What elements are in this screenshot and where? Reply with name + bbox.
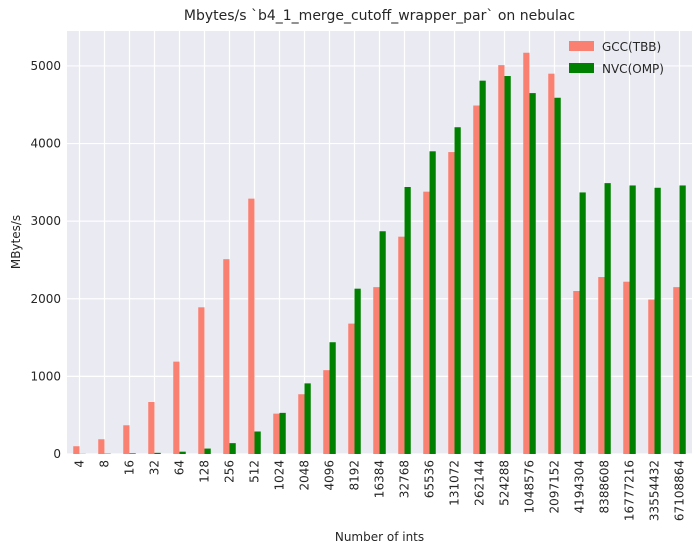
legend-label-nvc-omp: NVC(OMP) [602, 62, 664, 76]
x-tick-label: 32 [148, 460, 162, 475]
x-tick-label: 32768 [398, 460, 412, 498]
bar-gcc-tbb [573, 291, 580, 454]
bar-nvc-omp [354, 288, 361, 454]
bar-gcc-tbb [348, 323, 355, 454]
bar-nvc-omp [254, 431, 261, 454]
y-axis-label: MBytes/s [9, 215, 23, 269]
x-tick-label: 2048 [298, 460, 312, 491]
x-tick-label: 8 [98, 460, 112, 468]
bar-gcc-tbb [648, 299, 655, 454]
legend-swatch-gcc-tbb [569, 41, 594, 51]
y-tick-label: 1000 [30, 369, 61, 383]
bar-nvc-omp [279, 412, 286, 454]
bar-nvc-omp [654, 187, 661, 454]
bar-nvc-omp [179, 451, 186, 454]
legend-label-gcc-tbb: GCC(TBB) [602, 40, 661, 54]
bar-gcc-tbb [173, 361, 180, 454]
bar-gcc-tbb [323, 370, 330, 454]
bar-nvc-omp [379, 231, 386, 454]
x-tick-label: 1024 [273, 460, 287, 491]
bar-nvc-omp [679, 185, 686, 454]
x-tick-label: 67108864 [673, 460, 687, 521]
bar-nvc-omp [404, 187, 411, 455]
bar-gcc-tbb [498, 65, 505, 455]
x-tick-label: 4096 [323, 460, 337, 491]
bar-gcc-tbb [298, 394, 305, 454]
legend-swatch-nvc-omp [569, 63, 594, 73]
bar-gcc-tbb [373, 287, 380, 454]
bar-nvc-omp [529, 93, 536, 455]
bar-gcc-tbb [148, 401, 155, 454]
x-tick-label: 16777216 [623, 460, 637, 521]
x-axis: 4 8 16 32 64 128 256 512 1024 2048 4096 8192 16384 32… [73, 460, 687, 521]
x-tick-label: 16384 [373, 460, 387, 498]
x-tick-label: 33554432 [648, 460, 662, 521]
bar-nvc-omp [479, 80, 486, 454]
x-tick-label: 65536 [423, 460, 437, 498]
bar-nvc-omp [154, 452, 161, 454]
y-tick-label: 3000 [30, 214, 61, 228]
x-axis-label: Number of ints [335, 530, 424, 544]
y-tick-label: 5000 [30, 59, 61, 73]
x-tick-label: 16 [123, 460, 137, 475]
x-tick-label: 1048576 [523, 460, 537, 513]
bar-gcc-tbb [473, 105, 480, 454]
bar-gcc-tbb [273, 413, 280, 454]
bar-nvc-omp [429, 151, 436, 455]
bar-gcc-tbb [598, 277, 605, 454]
bar-gcc-tbb [423, 191, 430, 454]
bar-gcc-tbb [198, 307, 205, 454]
y-tick-label: 0 [53, 447, 61, 461]
bar-gcc-tbb [548, 73, 555, 454]
x-tick-label: 128 [198, 460, 212, 483]
x-tick-label: 4194304 [573, 460, 587, 513]
y-tick-label: 4000 [30, 137, 61, 151]
x-tick-label: 4 [73, 460, 87, 468]
bar-nvc-omp [129, 453, 136, 454]
x-tick-label: 131072 [448, 460, 462, 506]
y-tick-label: 2000 [30, 292, 61, 306]
bar-gcc-tbb [448, 152, 455, 454]
bar-gcc-tbb [123, 425, 130, 454]
x-tick-label: 2097152 [548, 460, 562, 513]
bar-gcc-tbb [523, 52, 530, 454]
y-axis: 0 1000 2000 3000 4000 5000 [30, 59, 61, 461]
bar-gcc-tbb [673, 287, 680, 454]
bar-gcc-tbb [248, 198, 255, 454]
x-tick-label: 8192 [348, 460, 362, 491]
x-tick-label: 8388608 [598, 460, 612, 513]
bar-gcc-tbb [98, 439, 105, 454]
bar-gcc-tbb [73, 446, 80, 454]
bar-gcc-tbb [223, 259, 230, 454]
bar-nvc-omp [604, 183, 611, 455]
bar-nvc-omp [229, 443, 236, 454]
chart-title: Mbytes/s `b4_1_merge_cutoff_wrapper_par`… [184, 8, 575, 24]
bar-nvc-omp [554, 97, 561, 454]
bar-series [73, 52, 686, 455]
bar-nvc-omp [304, 383, 311, 454]
bar-nvc-omp [329, 342, 336, 454]
x-tick-label: 256 [223, 460, 237, 483]
bar-nvc-omp [504, 76, 511, 454]
bar-nvc-omp [629, 185, 636, 454]
legend: GCC(TBB) NVC(OMP) [569, 40, 664, 76]
x-tick-label: 512 [248, 460, 262, 483]
x-tick-label: 262144 [473, 460, 487, 506]
bar-gcc-tbb [398, 236, 405, 454]
x-tick-label: 64 [173, 460, 187, 475]
bar-nvc-omp [204, 448, 211, 454]
x-tick-label: 524288 [498, 460, 512, 506]
bar-gcc-tbb [623, 281, 630, 454]
bar-nvc-omp [579, 192, 586, 454]
bar-nvc-omp [454, 127, 461, 455]
